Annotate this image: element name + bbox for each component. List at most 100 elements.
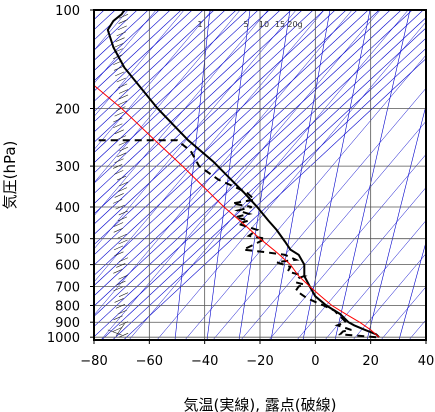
- y-tick-label: 100: [55, 4, 80, 19]
- isotherm-line: [94, 10, 248, 153]
- x-tick-label: 20: [362, 354, 379, 369]
- mixing-ratio-line: [302, 10, 371, 340]
- mixing-ratio-labels: 1 5 10 15 20g: [197, 20, 302, 29]
- adiabat-line: [324, 220, 426, 340]
- y-tick-label: 500: [55, 233, 80, 248]
- adiabat-line: [156, 21, 426, 340]
- mixing-ratio-label: 15: [275, 20, 285, 29]
- wind-barb: [115, 37, 125, 42]
- mixing-ratio-line: [398, 240, 426, 340]
- wind-barb: [117, 25, 127, 31]
- isotherm-line: [94, 10, 303, 205]
- wind-barb: [118, 274, 128, 280]
- adiabat-line: [94, 10, 297, 250]
- profile-lines: [94, 10, 380, 339]
- x-tick-label: 0: [311, 354, 319, 369]
- wind-barb: [118, 239, 128, 245]
- temperature-line: [106, 10, 380, 338]
- adiabat-line: [94, 10, 129, 51]
- isotherm-line: [94, 10, 424, 317]
- adiabat-line: [420, 0, 435, 360]
- isotherm-line: [94, 10, 358, 256]
- adiabat-line: [94, 10, 157, 84]
- x-tick-label: −40: [191, 354, 218, 369]
- y-tick-label: 200: [55, 102, 80, 117]
- adiabat-line: [408, 319, 426, 340]
- mixing-ratio-label: 10: [259, 20, 269, 29]
- isotherm-line: [112, 47, 426, 340]
- isotherm-line: [123, 58, 426, 340]
- isotherm-line: [94, 10, 413, 307]
- isotherm-line: [94, 17, 426, 327]
- isotherm-line: [94, 10, 402, 297]
- wind-barb: [113, 327, 123, 332]
- mixing-ratio-line: [238, 10, 291, 340]
- isotherm-line: [94, 10, 336, 235]
- adiabat-line: [268, 153, 426, 340]
- wind-barb: [113, 164, 123, 169]
- wind-barb: [117, 187, 128, 192]
- y-tick-label: 400: [55, 201, 80, 216]
- isotherm-line: [94, 10, 391, 286]
- isotherm-line: [94, 10, 259, 164]
- wind-barb: [119, 332, 129, 338]
- y-tick-label: 600: [55, 259, 80, 274]
- adiabat-line: [296, 187, 426, 340]
- wind-barb: [113, 222, 124, 227]
- adiabat-line: [212, 87, 426, 340]
- wind-barb: [116, 135, 127, 140]
- x-tick-label: −20: [246, 354, 273, 369]
- isotherm-line: [94, 10, 325, 225]
- wind-barb: [116, 31, 126, 37]
- adiabat-line: [352, 253, 426, 340]
- wind-barb: [116, 77, 126, 83]
- y-tick-label: 800: [55, 299, 80, 314]
- wind-barb: [118, 19, 128, 24]
- isotherm-line: [94, 10, 237, 143]
- x-tick-label: 40: [418, 354, 435, 369]
- wind-barb: [114, 158, 124, 164]
- y-tick-label: 700: [55, 281, 80, 296]
- adiabat-line: [100, 10, 381, 340]
- adiabat-line: [94, 10, 185, 117]
- mixing-ratio-line: [174, 10, 211, 340]
- adiabat-line: [94, 10, 241, 184]
- wind-barb: [118, 257, 129, 263]
- wind-barb: [113, 117, 123, 123]
- isotherm-lines: [94, 0, 435, 360]
- mixing-ratio-label: 20g: [287, 20, 302, 29]
- wind-barb: [113, 245, 124, 251]
- wind-barb: [118, 146, 129, 152]
- x-axis-ticks: −80 −60 −40 −20 0 20 40: [80, 340, 434, 369]
- y-tick-label: 900: [55, 316, 80, 331]
- mixing-ratio-label: 5: [243, 20, 248, 29]
- adiabat-line: [128, 10, 409, 340]
- wind-barb: [114, 298, 124, 303]
- dewpoint-line: [94, 139, 377, 339]
- wind-barb: [116, 280, 126, 286]
- wind-barb: [115, 304, 126, 309]
- wind-barb: [117, 216, 128, 222]
- wind-barb: [113, 123, 123, 129]
- isotherm-line: [94, 27, 426, 338]
- y-tick-label: 300: [55, 160, 80, 175]
- wind-barb: [117, 309, 127, 315]
- x-tick-label: −60: [136, 354, 163, 369]
- mixing-ratio-line: [334, 10, 411, 340]
- mixing-ratio-lines: [174, 10, 426, 340]
- y-axis-title: 気圧(hPa): [1, 141, 19, 210]
- isotherm-line: [94, 10, 270, 174]
- wind-barb: [118, 140, 128, 146]
- isotherm-line: [94, 10, 160, 72]
- wind-barb: [118, 292, 129, 297]
- isotherm-line: [94, 10, 281, 184]
- wind-barb: [117, 100, 128, 106]
- wind-barb: [114, 170, 124, 175]
- adiabat-line: [94, 10, 269, 217]
- wind-barb: [114, 251, 124, 257]
- adiabat-line: [184, 54, 426, 340]
- isotherm-line: [94, 10, 171, 82]
- adiabat-line: [94, 10, 353, 316]
- wind-barbs: [107, 14, 129, 338]
